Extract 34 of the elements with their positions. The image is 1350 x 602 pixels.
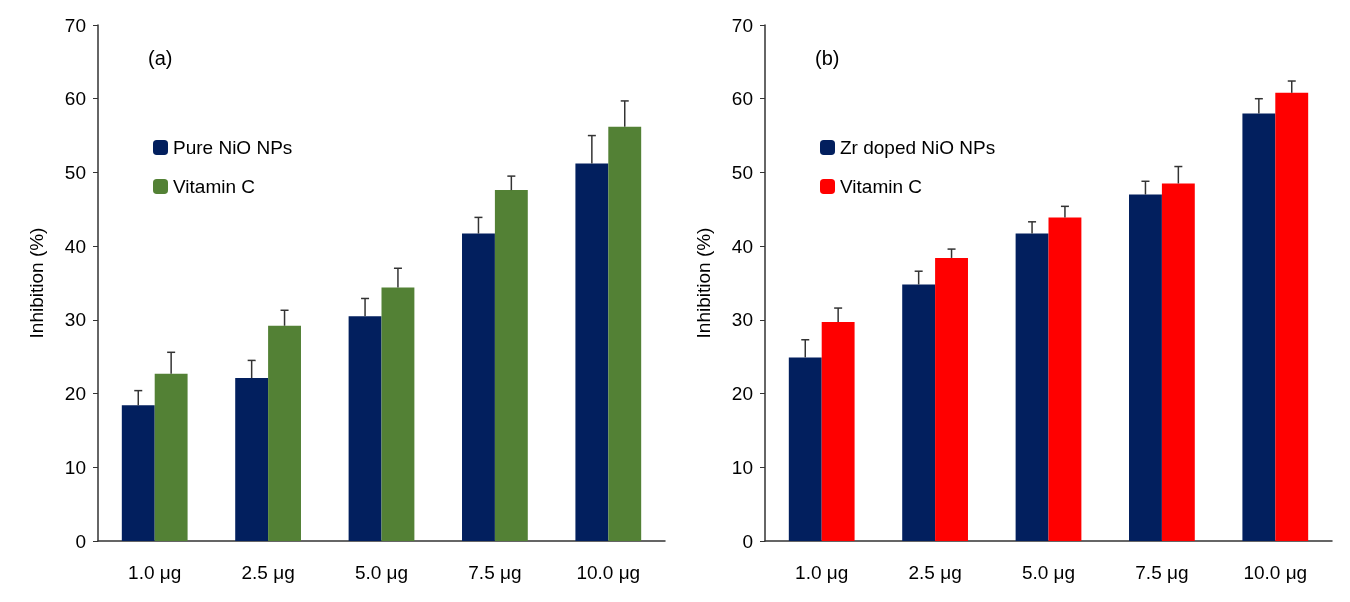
x-tick-label: 5.0 μg: [354, 562, 409, 583]
x-tick-label: 1.0 μg: [128, 562, 182, 583]
x-tick-label: 5.0 μg: [1021, 562, 1076, 583]
annotation: (b): [815, 47, 840, 69]
y-tick-label: 70: [731, 14, 753, 36]
legend-label: Zr doped NiO NPs: [840, 137, 996, 158]
y-tick-label: 20: [731, 383, 753, 405]
x-tick-label: 10.0 μg: [1243, 562, 1308, 583]
y-tick-label: 30: [731, 309, 753, 331]
y-tick-label: 60: [64, 88, 86, 110]
y-tick-label: 40: [731, 235, 753, 257]
y-tick-label: 30: [64, 309, 86, 331]
x-tick-label: 7.5 μg: [1135, 562, 1189, 583]
y-tick-label: 10: [64, 456, 86, 478]
x-tick-label: 2.5 μg: [908, 562, 962, 583]
y-tick-label: 50: [64, 161, 86, 183]
y-tick-label: 50: [731, 161, 753, 183]
y-tick-label: 0: [75, 530, 86, 552]
y-axis-title: Inhibition (%): [693, 227, 714, 339]
x-tick-label: 2.5 μg: [241, 562, 295, 583]
legend-label: Vitamin C: [840, 176, 923, 197]
y-tick-label: 60: [731, 88, 753, 110]
legend-label: Vitamin C: [173, 176, 256, 197]
y-axis-title: Inhibition (%): [26, 227, 47, 339]
x-tick-label: 1.0 μg: [795, 562, 849, 583]
annotation: (a): [148, 47, 173, 69]
y-tick-label: 40: [64, 235, 86, 257]
y-tick-label: 70: [64, 14, 86, 36]
x-tick-label: 10.0 μg: [576, 562, 641, 583]
legend-label: Pure NiO NPs: [173, 137, 293, 158]
x-tick-label: 7.5 μg: [468, 562, 522, 583]
y-tick-label: 0: [742, 530, 753, 552]
y-tick-label: 20: [64, 383, 86, 405]
y-tick-label: 10: [731, 456, 753, 478]
